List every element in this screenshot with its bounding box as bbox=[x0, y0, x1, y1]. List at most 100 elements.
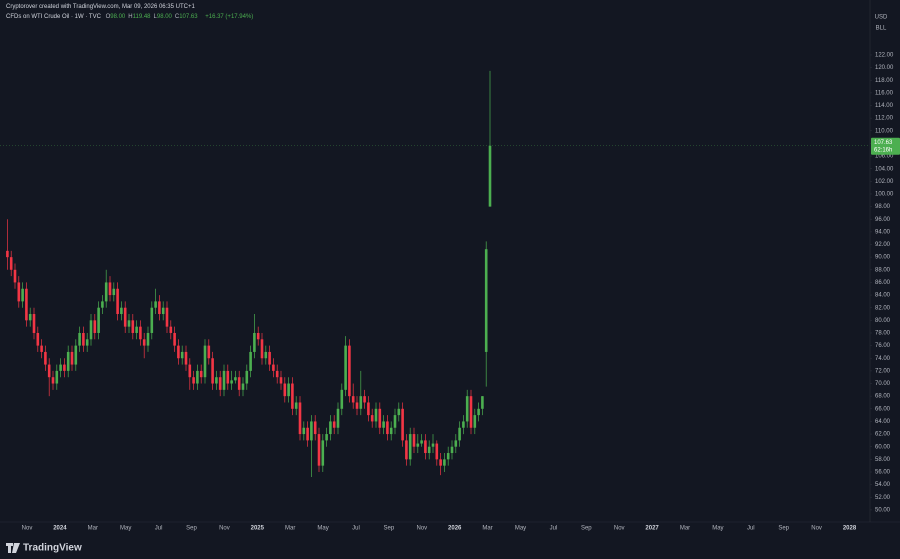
candle-body bbox=[260, 339, 264, 359]
y-tick-label: 54.00 bbox=[875, 482, 891, 488]
x-tick-label: May bbox=[317, 526, 328, 532]
candles bbox=[6, 70, 492, 478]
candle-body bbox=[70, 351, 74, 365]
y-tick-label: 82.00 bbox=[875, 305, 891, 311]
candle-body bbox=[101, 301, 104, 308]
candle-body bbox=[9, 257, 13, 270]
y-tick-label: 86.00 bbox=[875, 280, 891, 286]
candle-body bbox=[234, 377, 237, 381]
candle-body bbox=[17, 282, 21, 302]
y-tick-label: 80.00 bbox=[875, 318, 891, 324]
candle-body bbox=[336, 408, 340, 428]
y-tick-label: 88.00 bbox=[875, 267, 891, 273]
candle-body bbox=[340, 389, 344, 409]
candle-body bbox=[55, 370, 59, 384]
candle-body bbox=[329, 421, 332, 435]
candle-body bbox=[397, 408, 401, 416]
candle-body bbox=[85, 339, 89, 346]
readout-value: 98.00 bbox=[156, 14, 172, 20]
x-tick-label: May bbox=[712, 526, 723, 532]
candle-body bbox=[139, 326, 142, 340]
candle-body bbox=[469, 396, 473, 428]
candle-body bbox=[123, 307, 127, 327]
y-tick-label: 76.00 bbox=[875, 343, 891, 349]
candle-body bbox=[446, 453, 450, 460]
candle-body bbox=[222, 370, 226, 390]
candle-body bbox=[230, 380, 233, 384]
y-tick-label: 84.00 bbox=[875, 293, 891, 299]
y-tick-label: 78.00 bbox=[875, 331, 891, 337]
candle-body bbox=[374, 408, 378, 422]
candle-body bbox=[412, 434, 416, 447]
candle-body bbox=[363, 396, 366, 403]
candle-body bbox=[249, 351, 252, 371]
symbol-title: CFDs on WTI Crude Oil · 1W · TVC bbox=[6, 14, 101, 20]
x-tick-label: May bbox=[120, 526, 131, 532]
candle-body bbox=[169, 326, 173, 333]
y-tick-label: 120.00 bbox=[875, 65, 894, 71]
logo: TradingView bbox=[6, 543, 82, 554]
x-tick-label: 2027 bbox=[645, 526, 659, 532]
y-tick-label: 94.00 bbox=[875, 229, 891, 235]
attribution: Cryptorover created with TradingView.com… bbox=[6, 4, 195, 10]
candle-body bbox=[431, 443, 435, 447]
x-tick-label: Jul bbox=[352, 526, 360, 532]
candle-body bbox=[241, 383, 245, 390]
candle-body bbox=[424, 440, 427, 454]
candle-body bbox=[427, 446, 431, 454]
candle-body bbox=[25, 288, 28, 321]
candle-body bbox=[408, 434, 412, 460]
x-tick-label: Jul bbox=[747, 526, 755, 532]
candle-body bbox=[104, 282, 108, 302]
y-tick-label: 56.00 bbox=[875, 470, 891, 476]
ohlc-readout: O98.00 H119.48 L98.00 C107.63 bbox=[106, 14, 201, 20]
candle-body bbox=[253, 332, 256, 352]
candle-body bbox=[59, 364, 62, 371]
y-tick-label: 58.00 bbox=[875, 457, 891, 463]
unit: BLL bbox=[876, 26, 887, 32]
y-tick-label: 64.00 bbox=[875, 419, 891, 425]
candle-body bbox=[180, 351, 184, 359]
candle-body bbox=[462, 421, 465, 428]
candle-body bbox=[272, 364, 275, 371]
y-tick-label: 60.00 bbox=[875, 444, 891, 450]
x-tick-label: Sep bbox=[778, 526, 789, 532]
candle-body bbox=[78, 332, 81, 346]
y-tick-label: 68.00 bbox=[875, 394, 891, 400]
candle-body bbox=[120, 307, 123, 315]
candle-body bbox=[47, 364, 51, 378]
last-price-tag bbox=[871, 137, 900, 155]
y-tick-label: 74.00 bbox=[875, 356, 891, 362]
candle-body bbox=[6, 250, 9, 258]
y-tick-label: 52.00 bbox=[875, 495, 891, 501]
x-tick-label: 2026 bbox=[448, 526, 462, 532]
candle-body bbox=[325, 434, 328, 441]
x-tick-label: Jul bbox=[155, 526, 163, 532]
y-tick-label: 92.00 bbox=[875, 242, 891, 248]
candle-body bbox=[161, 307, 165, 315]
candle-body bbox=[28, 314, 32, 321]
x-tick-label: Nov bbox=[614, 526, 625, 532]
y-tick-label: 112.00 bbox=[875, 116, 894, 122]
y-tick-label: 62.00 bbox=[875, 432, 891, 438]
change: +16.37 (+17.94%) bbox=[205, 14, 254, 20]
candle-body bbox=[237, 377, 241, 390]
y-tick-label: 100.00 bbox=[875, 192, 894, 198]
candle-body bbox=[439, 459, 442, 466]
y-tick-label: 96.00 bbox=[875, 217, 891, 223]
candle-body bbox=[36, 332, 40, 346]
candle-body bbox=[256, 332, 260, 340]
candle-body bbox=[443, 459, 446, 466]
readout-key: H bbox=[128, 14, 133, 20]
x-tick-label: Mar bbox=[285, 526, 295, 532]
y-tick-label: 102.00 bbox=[875, 179, 894, 185]
candle-body bbox=[21, 288, 24, 302]
y-tick-label: 114.00 bbox=[875, 103, 894, 109]
x-tick-label: Nov bbox=[811, 526, 822, 532]
y-tick-label: 66.00 bbox=[875, 406, 891, 412]
x-tick-label: Sep bbox=[581, 526, 592, 532]
candle-body bbox=[196, 370, 199, 384]
candle-body bbox=[473, 415, 477, 428]
